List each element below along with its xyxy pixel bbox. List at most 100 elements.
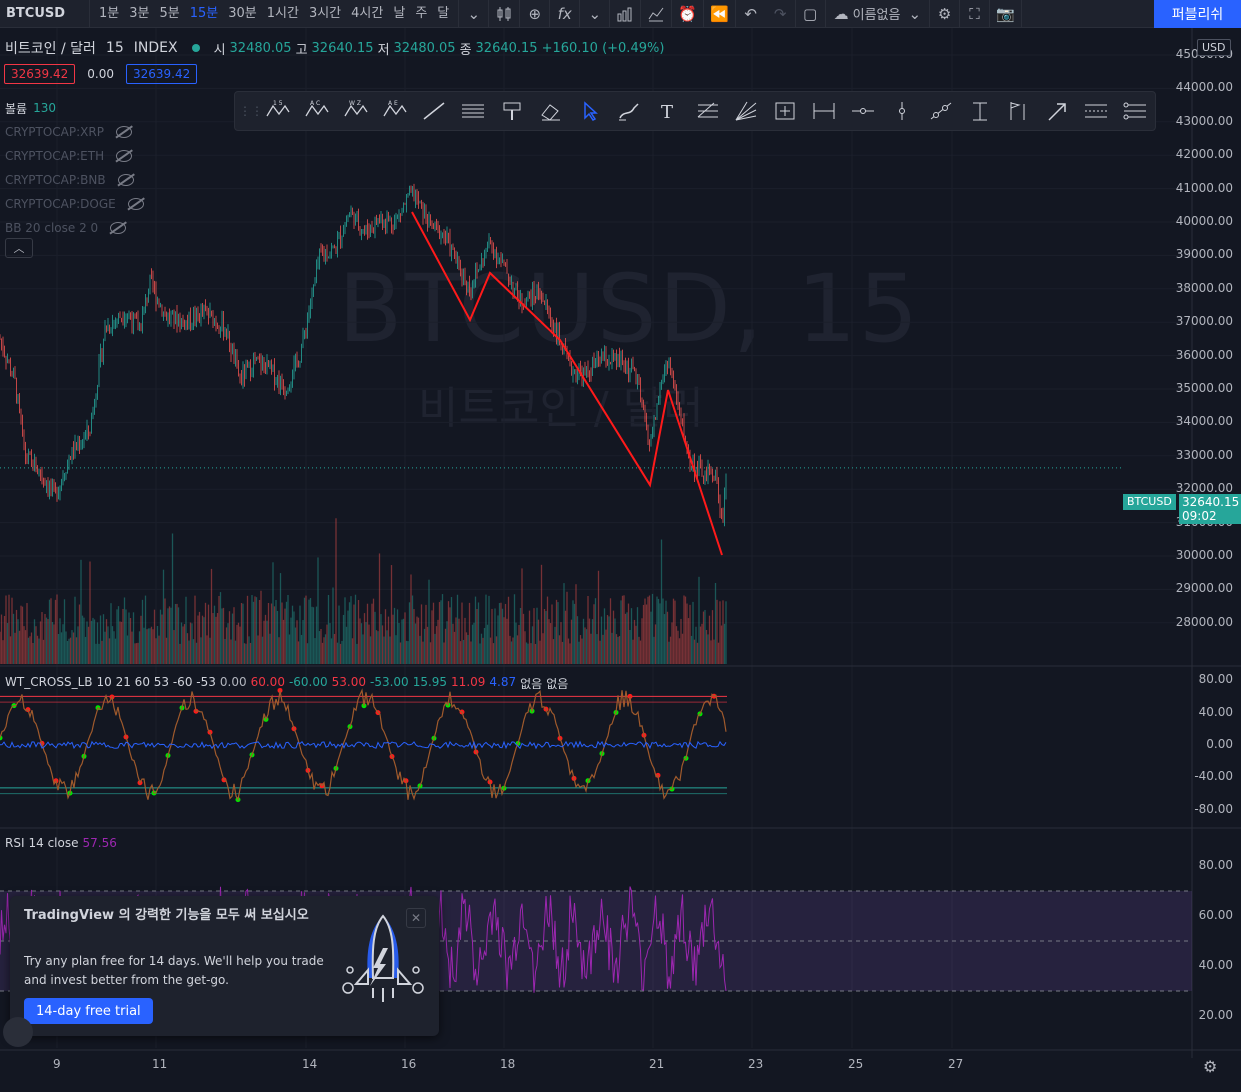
interval-5[interactable]: 1시간 [266, 5, 299, 21]
last-price-box: 32640.15 09:02 [1179, 494, 1241, 524]
interval-9[interactable]: 주 [415, 5, 428, 21]
interval-2[interactable]: 5분 [159, 5, 180, 21]
price-label-icon[interactable] [960, 92, 999, 130]
price-axis-label: 29000.00 [1175, 581, 1233, 596]
legend-exchange: INDEX [133, 40, 178, 56]
hidden-indicator[interactable]: CRYPTOCAP:BNB [5, 168, 144, 192]
candle-type-icon[interactable] [489, 0, 521, 28]
price-axis-label: 37000.00 [1175, 314, 1233, 329]
close-icon[interactable]: ✕ [406, 908, 426, 928]
wt-cross-value: 4.87 [489, 675, 517, 689]
svg-text:1 5: 1 5 [273, 100, 283, 107]
eraser-icon[interactable] [532, 92, 571, 130]
publish-button[interactable]: 퍼블리쉬 [1154, 0, 1241, 28]
indicators-icon[interactable]: fx [550, 0, 581, 28]
alert-icon[interactable]: ⏰ [672, 0, 704, 28]
interval-4[interactable]: 30분 [228, 5, 257, 21]
symbol-search-button[interactable]: BTCUSD [0, 0, 90, 28]
parallel-channel-icon[interactable] [1077, 92, 1116, 130]
wt-cross-value: -60.00 [288, 675, 328, 689]
head-shoulders-pattern-icon[interactable]: A E [376, 92, 415, 130]
templates-icon[interactable] [641, 0, 673, 28]
free-trial-button[interactable]: 14-day free trial [24, 998, 153, 1024]
drag-handle-icon[interactable]: ⋮⋮ [239, 104, 263, 118]
indicator-name: CRYPTOCAP:XRP [5, 125, 104, 139]
interval-8[interactable]: 날 [393, 5, 406, 21]
financials-icon[interactable] [610, 0, 642, 28]
flag-icon[interactable] [999, 92, 1038, 130]
gann-fan-icon[interactable] [726, 92, 765, 130]
collapse-legend-button[interactable]: ︿ [5, 238, 33, 258]
settings-gear-icon[interactable]: ⚙ [930, 0, 961, 28]
cursor-icon[interactable] [571, 92, 610, 130]
watermark-name: 비트코인 / 달러 [418, 383, 704, 434]
arrow-icon[interactable] [1038, 92, 1077, 130]
eye-off-icon[interactable] [127, 198, 144, 210]
interval-3[interactable]: 15분 [189, 5, 219, 21]
time-axis-label: 25 [848, 1057, 864, 1071]
ask-price[interactable]: 32639.42 [125, 64, 198, 84]
ray-icon[interactable] [921, 92, 960, 130]
hidden-indicator[interactable]: BB 20 close 2 0 [5, 216, 144, 240]
replay-icon[interactable]: ⏪ [704, 0, 736, 28]
interval-6[interactable]: 3시간 [308, 5, 342, 21]
interval-7[interactable]: 4시간 [351, 5, 384, 21]
horizontal-ray-icon[interactable] [843, 92, 882, 130]
eye-off-icon[interactable] [117, 174, 134, 186]
measure-box-icon[interactable] [765, 92, 804, 130]
fib-retracement-icon[interactable] [687, 92, 726, 130]
pencil-icon[interactable] [610, 92, 649, 130]
symbol-legend: 비트코인 / 달러 15 INDEX 시 32480.05 고 32640.15 저… [5, 38, 664, 58]
rsi-axis-label: 20.00 [1198, 1008, 1233, 1022]
vertical-line-icon[interactable] [882, 92, 921, 130]
price-axis-label: 42000.00 [1175, 147, 1233, 162]
wt-cross-value: 0.00 [219, 675, 247, 689]
low-value: 32480.05 [393, 40, 456, 56]
bid-price[interactable]: 32639.42 [4, 64, 76, 84]
xabcd-pattern-icon[interactable]: 1 5 [259, 92, 298, 130]
chevron-down-icon[interactable]: ⌄ [459, 0, 490, 28]
fullscreen-layout-icon[interactable]: ▢ [796, 0, 826, 28]
eye-off-icon[interactable] [110, 222, 127, 234]
hidden-indicator[interactable]: CRYPTOCAP:ETH [5, 144, 144, 168]
chevron-down-icon[interactable]: ⌄ [580, 0, 611, 28]
rsi-legend[interactable]: RSI 14 close 57.56 [5, 836, 117, 850]
horizontal-lines-icon[interactable] [454, 92, 493, 130]
open-value: 32480.05 [229, 40, 292, 56]
hidden-indicator[interactable]: CRYPTOCAP:XRP [5, 120, 144, 144]
svg-text:T: T [661, 102, 673, 122]
price-axis-label: 34000.00 [1175, 414, 1233, 429]
undo-icon[interactable]: ↶ [744, 4, 757, 23]
legend-interval: 15 [105, 40, 124, 56]
date-range-icon[interactable] [804, 92, 843, 130]
interval-1[interactable]: 3분 [129, 5, 150, 21]
open-label: 시 [213, 42, 226, 58]
add-compare-icon[interactable]: ⊕ [520, 0, 551, 28]
fullscreen-icon[interactable]: ⛶ [960, 0, 991, 28]
high-value: 32640.15 [311, 40, 374, 56]
currency-badge[interactable]: USD [1197, 39, 1231, 56]
chart-settings-icon[interactable]: ⚙ [1203, 1057, 1218, 1076]
eye-off-icon[interactable] [116, 150, 133, 162]
volume-legend[interactable]: 볼륨 130 [5, 96, 144, 120]
promo-text: Try any plan free for 14 days. We'll hel… [24, 954, 324, 987]
price-axis-label: 40000.00 [1175, 214, 1233, 228]
redo-icon[interactable]: ↷ [766, 0, 796, 28]
trend-line-icon[interactable] [415, 92, 454, 130]
pitchfork-icon[interactable] [1116, 92, 1155, 130]
interval-10[interactable]: 달 [437, 5, 450, 21]
avatar[interactable] [3, 1017, 33, 1047]
last-price-value: 32640.15 [1182, 495, 1240, 509]
wt-cross-legend[interactable]: WT_CROSS_LB 10 21 60 53 -60 -53 0.00 60.0… [5, 675, 568, 692]
brush-icon[interactable] [493, 92, 532, 130]
wxyz-pattern-icon[interactable]: W Z [337, 92, 376, 130]
hidden-indicator[interactable]: CRYPTOCAP:DOGE [5, 192, 144, 216]
layout-cloud-button[interactable]: ☁ 이름없음 ⌄ [826, 0, 931, 28]
eye-off-icon[interactable] [115, 126, 132, 138]
camera-icon[interactable]: 📷 [990, 0, 1022, 28]
interval-0[interactable]: 1분 [99, 5, 120, 21]
high-label: 고 [295, 42, 308, 58]
text-icon[interactable]: T [649, 92, 688, 130]
trial-promo-popup: TradingView 의 강력한 기능을 모두 써 보십시오 Try any … [10, 896, 439, 1036]
abcd-pattern-icon[interactable]: A C [298, 92, 337, 130]
